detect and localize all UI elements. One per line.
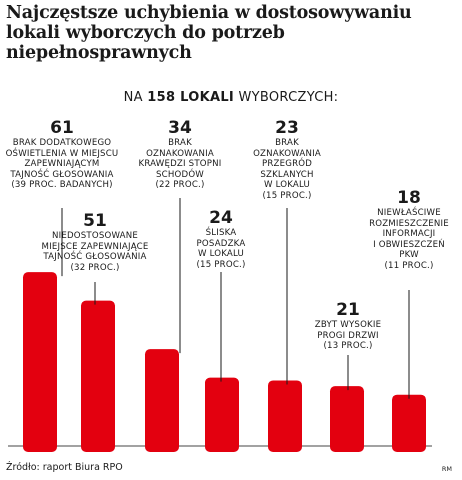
bar-7 bbox=[392, 394, 426, 452]
bar-label-2: 51 NIEDOSTOSOWANE MIEJSCE ZAPEWNIAJĄCE TAJN… bbox=[25, 211, 165, 273]
bar-5 bbox=[268, 380, 302, 452]
bar-label-6: 21 ZBYT WYSOKIE PROGI DRZWI (13 PROC.) bbox=[278, 300, 418, 352]
category-label-line: SZKLANYCH bbox=[260, 169, 314, 180]
bar-2 bbox=[81, 300, 115, 452]
bar-4 bbox=[205, 377, 239, 452]
category-label-line: ROZMIESZCZENIE bbox=[369, 218, 449, 229]
category-label-line: PRZEGRÓD bbox=[261, 159, 313, 169]
category-label-line: (15 PROC.) bbox=[196, 259, 246, 270]
subtitle-count: 158 LOKALI bbox=[147, 90, 235, 105]
data-value-label: 21 bbox=[336, 300, 360, 320]
data-value-label: 24 bbox=[209, 208, 233, 228]
chart-title: Najczęstsze uchybienia w dostosowywaniu … bbox=[6, 3, 412, 63]
category-label-line: POSADZKA bbox=[196, 238, 246, 249]
category-label-line: (22 PROC.) bbox=[155, 180, 205, 190]
bar-6 bbox=[330, 386, 364, 452]
category-label-line: W LOKALU bbox=[263, 180, 311, 190]
source-note: Źródło: raport Biura RPO bbox=[6, 462, 123, 473]
category-label-line: W LOKALU bbox=[197, 249, 245, 259]
category-label-line: SCHODÓW bbox=[156, 169, 204, 180]
category-label-line: PROGI DRZWI bbox=[317, 330, 379, 341]
category-label-line: (39 PROC. BADANYCH) bbox=[11, 180, 113, 190]
category-label-line: MIEJSCE ZAPEWNIAJĄCE bbox=[41, 241, 149, 252]
category-label-line: INFORMACJI bbox=[382, 229, 436, 239]
bar-label-1: 61 BRAK DODATKOWEGO OŚWIETLENIA W MIEJSCU Z… bbox=[0, 118, 132, 191]
category-label-line: KRAWĘDZI STOPNI bbox=[138, 159, 222, 169]
bar-label-5: 23 BRAK OZNAKOWANIA PRZEGRÓD SZKLANYCH W LOKA… bbox=[217, 118, 357, 201]
bar-label-4: 24 ŚLISKA POSADZKA W LOKALU (15 PROC.) bbox=[151, 208, 291, 270]
bar-3 bbox=[145, 349, 179, 452]
category-label-line: ŚLISKA bbox=[205, 228, 237, 238]
data-value-label: 51 bbox=[83, 211, 107, 231]
data-value-label: 18 bbox=[397, 188, 421, 208]
category-label-line: ZAPEWNIAJĄCYM bbox=[24, 159, 100, 169]
category-label-line: BRAK bbox=[168, 138, 192, 148]
category-label-line: I OBWIESZCZEŃ bbox=[373, 239, 445, 250]
category-label-line: OZNAKOWANIA bbox=[253, 148, 321, 159]
category-label-line: (11 PROC.) bbox=[384, 260, 434, 271]
data-value-label: 23 bbox=[275, 118, 299, 138]
category-label-line: (32 PROC.) bbox=[70, 262, 120, 273]
category-label-line: OZNAKOWANIA bbox=[146, 148, 214, 159]
category-label-line: TAJNOŚĆ GŁOSOWANIA bbox=[10, 169, 114, 180]
bar-label-7: 18 NIEWŁAŚCIWE ROZMIESZCZENIE INFORMACJI I O… bbox=[339, 188, 462, 271]
category-label-line: ZBYT WYSOKIE bbox=[314, 320, 382, 330]
category-label-line: (15 PROC.) bbox=[262, 190, 312, 201]
subtitle-prefix: NA bbox=[123, 90, 143, 105]
subtitle-suffix: WYBORCZYCH: bbox=[238, 90, 339, 105]
bar-label-3: 34 BRAK OZNAKOWANIA KRAWĘDZI STOPNI SCHODÓW(… bbox=[110, 118, 250, 191]
chart-subtitle: NA 158 LOKALI WYBORCZYCH: bbox=[0, 90, 462, 105]
category-label-line: OŚWIETLENIA W MIEJSCU bbox=[5, 148, 119, 159]
category-label-line: NIEDOSTOSOWANE bbox=[51, 231, 139, 241]
data-value-label: 34 bbox=[168, 118, 192, 138]
category-label-line: BRAK DODATKOWEGO bbox=[12, 138, 112, 148]
bar-1 bbox=[23, 272, 57, 452]
category-label-line: (13 PROC.) bbox=[323, 341, 373, 351]
category-label-line: TAJNOŚĆ GŁOSOWANIA bbox=[43, 252, 147, 262]
category-label-line: NIEWŁAŚCIWE bbox=[377, 208, 441, 218]
category-label-line: BRAK bbox=[275, 138, 299, 148]
category-label-line: PKW bbox=[399, 250, 419, 260]
author-credit: RM bbox=[441, 465, 452, 473]
data-value-label: 61 bbox=[50, 118, 74, 138]
